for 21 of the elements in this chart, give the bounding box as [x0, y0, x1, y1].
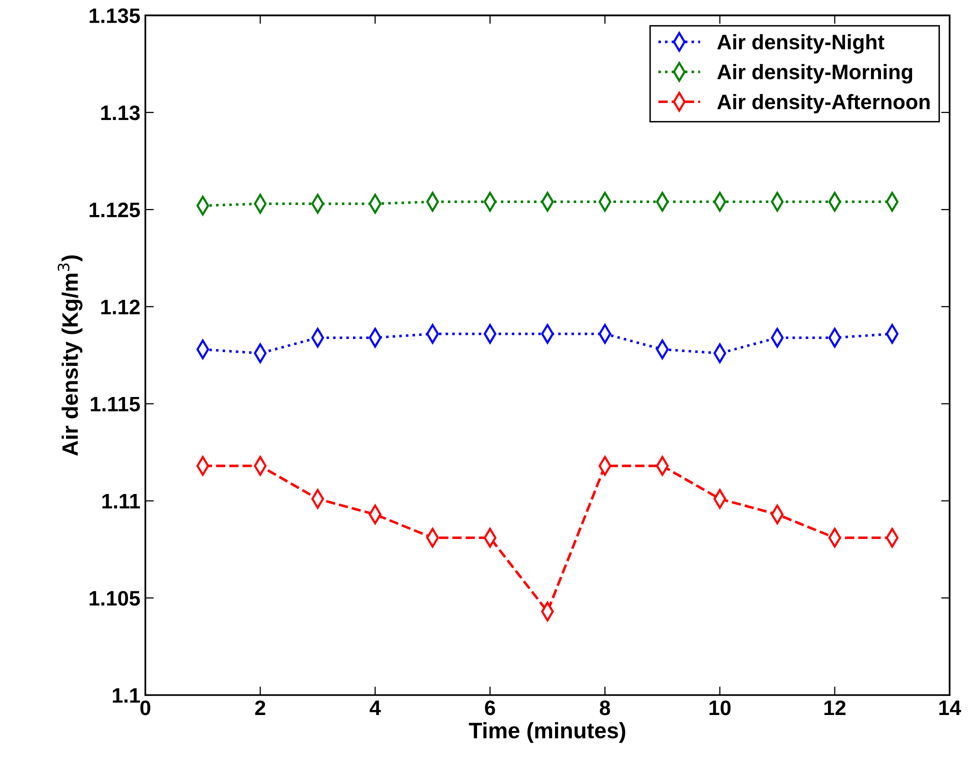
- x-tick-label: 6: [485, 700, 496, 716]
- x-axis-title: Time (minutes): [468, 722, 626, 743]
- y-tick-label: 1.12: [101, 300, 140, 314]
- x-tick-label: 10: [710, 700, 731, 716]
- x-tick-label: 14: [939, 700, 962, 715]
- x-tick-label: 8: [600, 700, 610, 716]
- y-tick-label: 1.125: [90, 202, 140, 218]
- x-tick-label: 12: [824, 700, 846, 715]
- x-tick-label: 2: [255, 700, 266, 715]
- x-tick-label: 4: [370, 700, 381, 715]
- x-tick-label: 0: [140, 700, 150, 716]
- legend-label: Air density-Night: [717, 34, 884, 54]
- y-tick-label: 1.11: [102, 494, 140, 508]
- y-tick-label: 1.105: [90, 590, 140, 606]
- y-tick-label: 1.13: [101, 105, 140, 120]
- legend-label: Air density-Morning: [717, 64, 912, 84]
- legend-label: Air density-Afternoon: [717, 94, 930, 114]
- y-tick-label: 1.115: [90, 396, 140, 412]
- y-axis-title: Air density (Kg/m$^{3}$): [58, 255, 82, 456]
- y-tick-label: 1.135: [90, 8, 140, 24]
- y-tick-label: 1.1: [112, 688, 140, 703]
